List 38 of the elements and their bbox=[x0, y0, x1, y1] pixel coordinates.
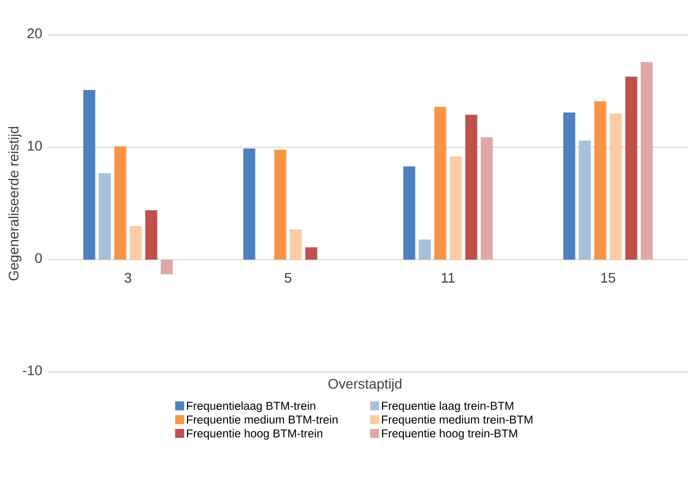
bar bbox=[434, 106, 446, 260]
bar bbox=[160, 260, 173, 274]
bar bbox=[578, 140, 591, 260]
bar bbox=[290, 229, 302, 260]
legend-label: Frequentie laag trein-BTM bbox=[382, 401, 514, 412]
bar bbox=[594, 101, 606, 260]
y-tick-label: 10 bbox=[28, 140, 42, 151]
legend-label: Frequentie hoog trein-BTM bbox=[382, 429, 518, 440]
x-tick-label: 15 bbox=[601, 273, 616, 283]
bar bbox=[114, 146, 126, 260]
x-tick-label: 5 bbox=[284, 273, 292, 283]
bar bbox=[625, 76, 638, 260]
bar bbox=[563, 112, 576, 260]
x-tick-label: 11 bbox=[442, 273, 455, 283]
legend-label: Frequentie hoog BTM-trein bbox=[187, 429, 322, 440]
bar bbox=[480, 137, 493, 260]
y-axis-title: Gegeneraliseerde reistijd bbox=[8, 126, 22, 280]
bar bbox=[98, 173, 111, 260]
y-tick-label: -10 bbox=[22, 365, 42, 376]
bar bbox=[243, 148, 256, 260]
x-tick-label: 3 bbox=[124, 272, 132, 283]
bar bbox=[145, 210, 158, 260]
bar bbox=[450, 156, 462, 260]
bar bbox=[418, 239, 431, 260]
x-axis-title: Overstaptijd bbox=[328, 378, 402, 392]
bar bbox=[465, 114, 478, 260]
y-tick-label: 20 bbox=[28, 28, 42, 38]
y-tick-label: 0 bbox=[35, 253, 42, 263]
legend-label: Frequentie medium BTM-trein bbox=[187, 415, 338, 426]
legend-label: Frequentie medium trein-BTM bbox=[382, 415, 532, 426]
bar bbox=[83, 90, 96, 260]
bar bbox=[610, 114, 622, 260]
bar bbox=[403, 166, 416, 260]
bar bbox=[130, 226, 142, 260]
bar bbox=[305, 247, 318, 260]
bar bbox=[640, 62, 653, 260]
bar bbox=[274, 150, 286, 260]
legend-label: Frequentielaag BTM-trein bbox=[187, 401, 316, 412]
